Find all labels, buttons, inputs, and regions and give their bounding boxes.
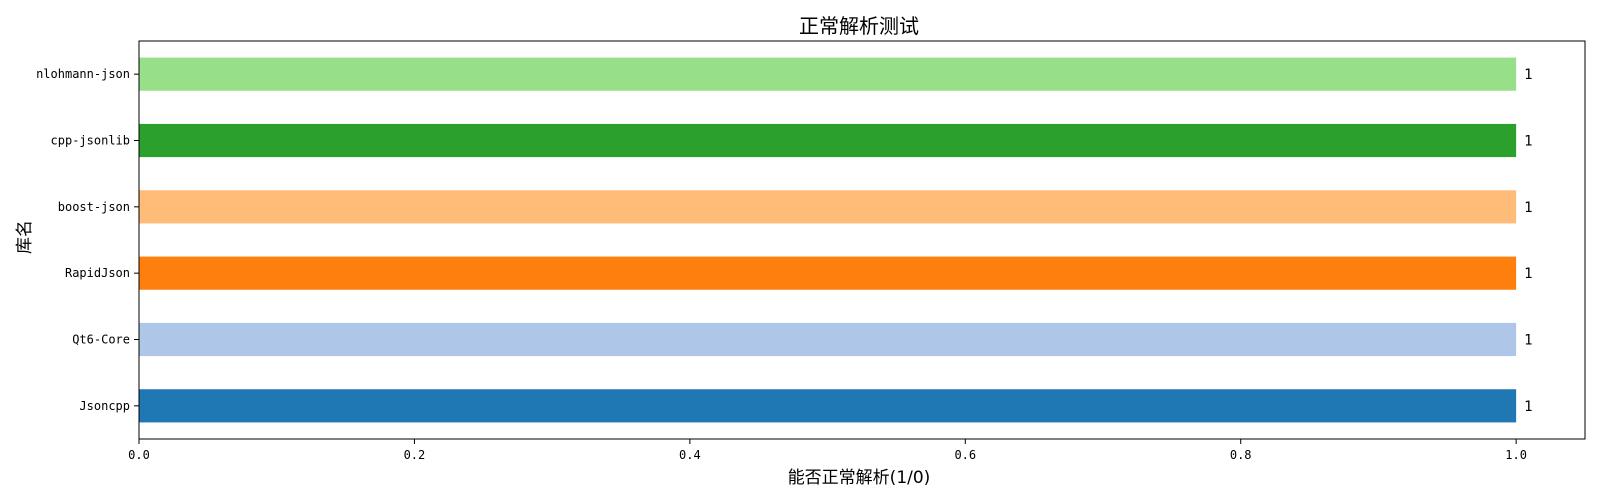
data-label: 1 [1524,67,1532,83]
bar-RapidJson [139,257,1516,290]
plot-frame [139,41,1585,439]
y-tick-label: boost-json [58,200,130,214]
x-tick-label: 0.2 [404,448,426,462]
bar-Qt6-Core [139,323,1516,356]
data-label: 1 [1524,333,1532,349]
x-tick-label: 0.4 [679,448,701,462]
bar-Jsoncpp [139,389,1516,422]
chart-title: 正常解析测试 [799,14,919,38]
data-label: 1 [1524,266,1532,282]
data-label: 1 [1524,134,1532,150]
y-tick-label: RapidJson [65,266,130,280]
plot-area: Jsoncpp 1 Qt6-Core 1 RapidJson 1 boost-json 1 cp… [36,58,1533,462]
y-tick-label: nlohmann-json [36,67,130,81]
y-tick-label: Qt6-Core [72,333,130,347]
x-tick-label: 1.0 [1505,448,1527,462]
y-tick-label: cpp-jsonlib [51,134,130,148]
data-label: 1 [1524,200,1532,216]
y-tick-label: Jsoncpp [79,399,130,413]
x-tick-label: 0.0 [128,448,150,462]
bar-cpp-jsonlib [139,124,1516,157]
x-tick-label: 0.8 [1230,448,1252,462]
bar-boost-json [139,190,1516,223]
data-label: 1 [1524,399,1532,415]
x-tick-label: 0.6 [954,448,976,462]
y-axis-label: 库名 [15,220,35,254]
x-axis-label: 能否正常解析(1/0) [788,468,931,488]
bar-nlohmann-json [139,58,1516,91]
